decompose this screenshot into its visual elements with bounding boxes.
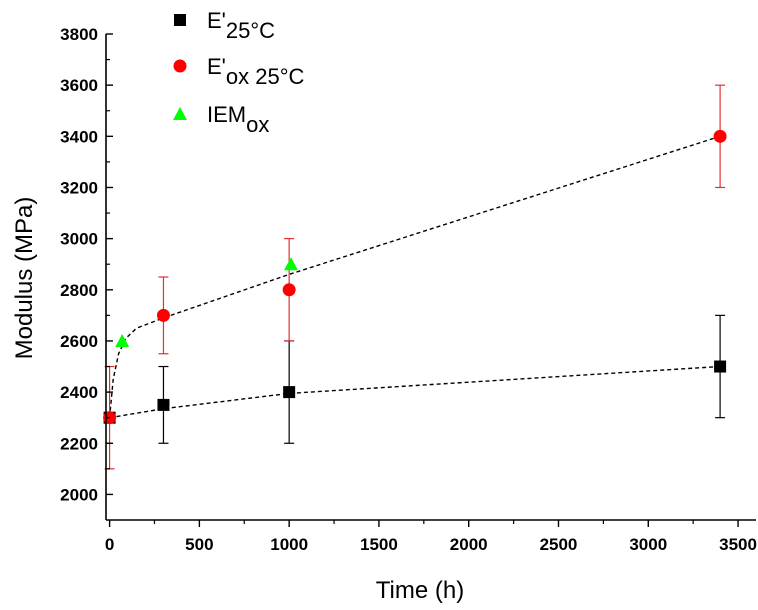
data-point-series-1 — [714, 360, 727, 373]
data-markers — [103, 129, 727, 425]
legend-label-series-1: E'25°C — [207, 8, 275, 43]
x-tick-label: 1500 — [360, 535, 398, 554]
fit-lines — [108, 135, 721, 419]
y-tick-label: 2000 — [60, 485, 98, 504]
error-bars — [104, 84, 726, 470]
legend-label-series-2: E'ox 25°C — [207, 54, 304, 89]
legend-label-subscript: ox 25°C — [226, 64, 305, 89]
data-point-series-2 — [282, 283, 296, 297]
x-tick-label: 500 — [185, 535, 213, 554]
data-point-series-3 — [115, 333, 130, 347]
data-point-series-1 — [283, 386, 296, 399]
axes: 2000 2200 2400 2600 2800 3000 3200 3400 3600 3800… — [60, 25, 757, 554]
data-point-series-2 — [713, 129, 727, 143]
y-tick-label: 2200 — [60, 434, 98, 453]
y-tick-label: 3600 — [60, 76, 98, 95]
legend-label-subscript: 25°C — [226, 18, 275, 43]
y-tick-label: 3400 — [60, 127, 98, 146]
fit-line-2 — [108, 135, 721, 418]
legend-label-subscript: ox — [246, 112, 269, 137]
x-tick-label: 2500 — [540, 535, 578, 554]
legend-marker-series-3 — [173, 107, 187, 120]
data-point-series-1 — [157, 398, 170, 411]
legend-label-series-3: IEMox — [207, 102, 269, 137]
x-tick-label: 0 — [105, 535, 114, 554]
y-tick-label: 2600 — [60, 332, 98, 351]
fit-line-1 — [109, 365, 721, 419]
y-tick-label: 2800 — [60, 281, 98, 300]
legend-label-main: E' — [207, 8, 226, 33]
data-point-series-3 — [283, 257, 298, 271]
y-tick-label: 3800 — [60, 25, 98, 44]
y-tick-label: 2400 — [60, 383, 98, 402]
legend-label-main: IEM — [207, 102, 246, 127]
legend-marker-series-2 — [173, 59, 187, 73]
legend-label-main: E' — [207, 54, 226, 79]
y-axis-title: Modulus (MPa) — [11, 197, 38, 360]
y-tick-label: 3200 — [60, 178, 98, 197]
x-tick-label: 1000 — [270, 535, 308, 554]
x-axis-title: Time (h) — [376, 577, 464, 604]
legend-marker-series-1 — [174, 14, 186, 26]
x-tick-label: 3500 — [719, 535, 757, 554]
x-tick-label: 3000 — [629, 535, 667, 554]
y-tick-label: 3000 — [60, 230, 98, 249]
data-point-series-2 — [156, 308, 170, 322]
x-tick-label: 2000 — [450, 535, 488, 554]
